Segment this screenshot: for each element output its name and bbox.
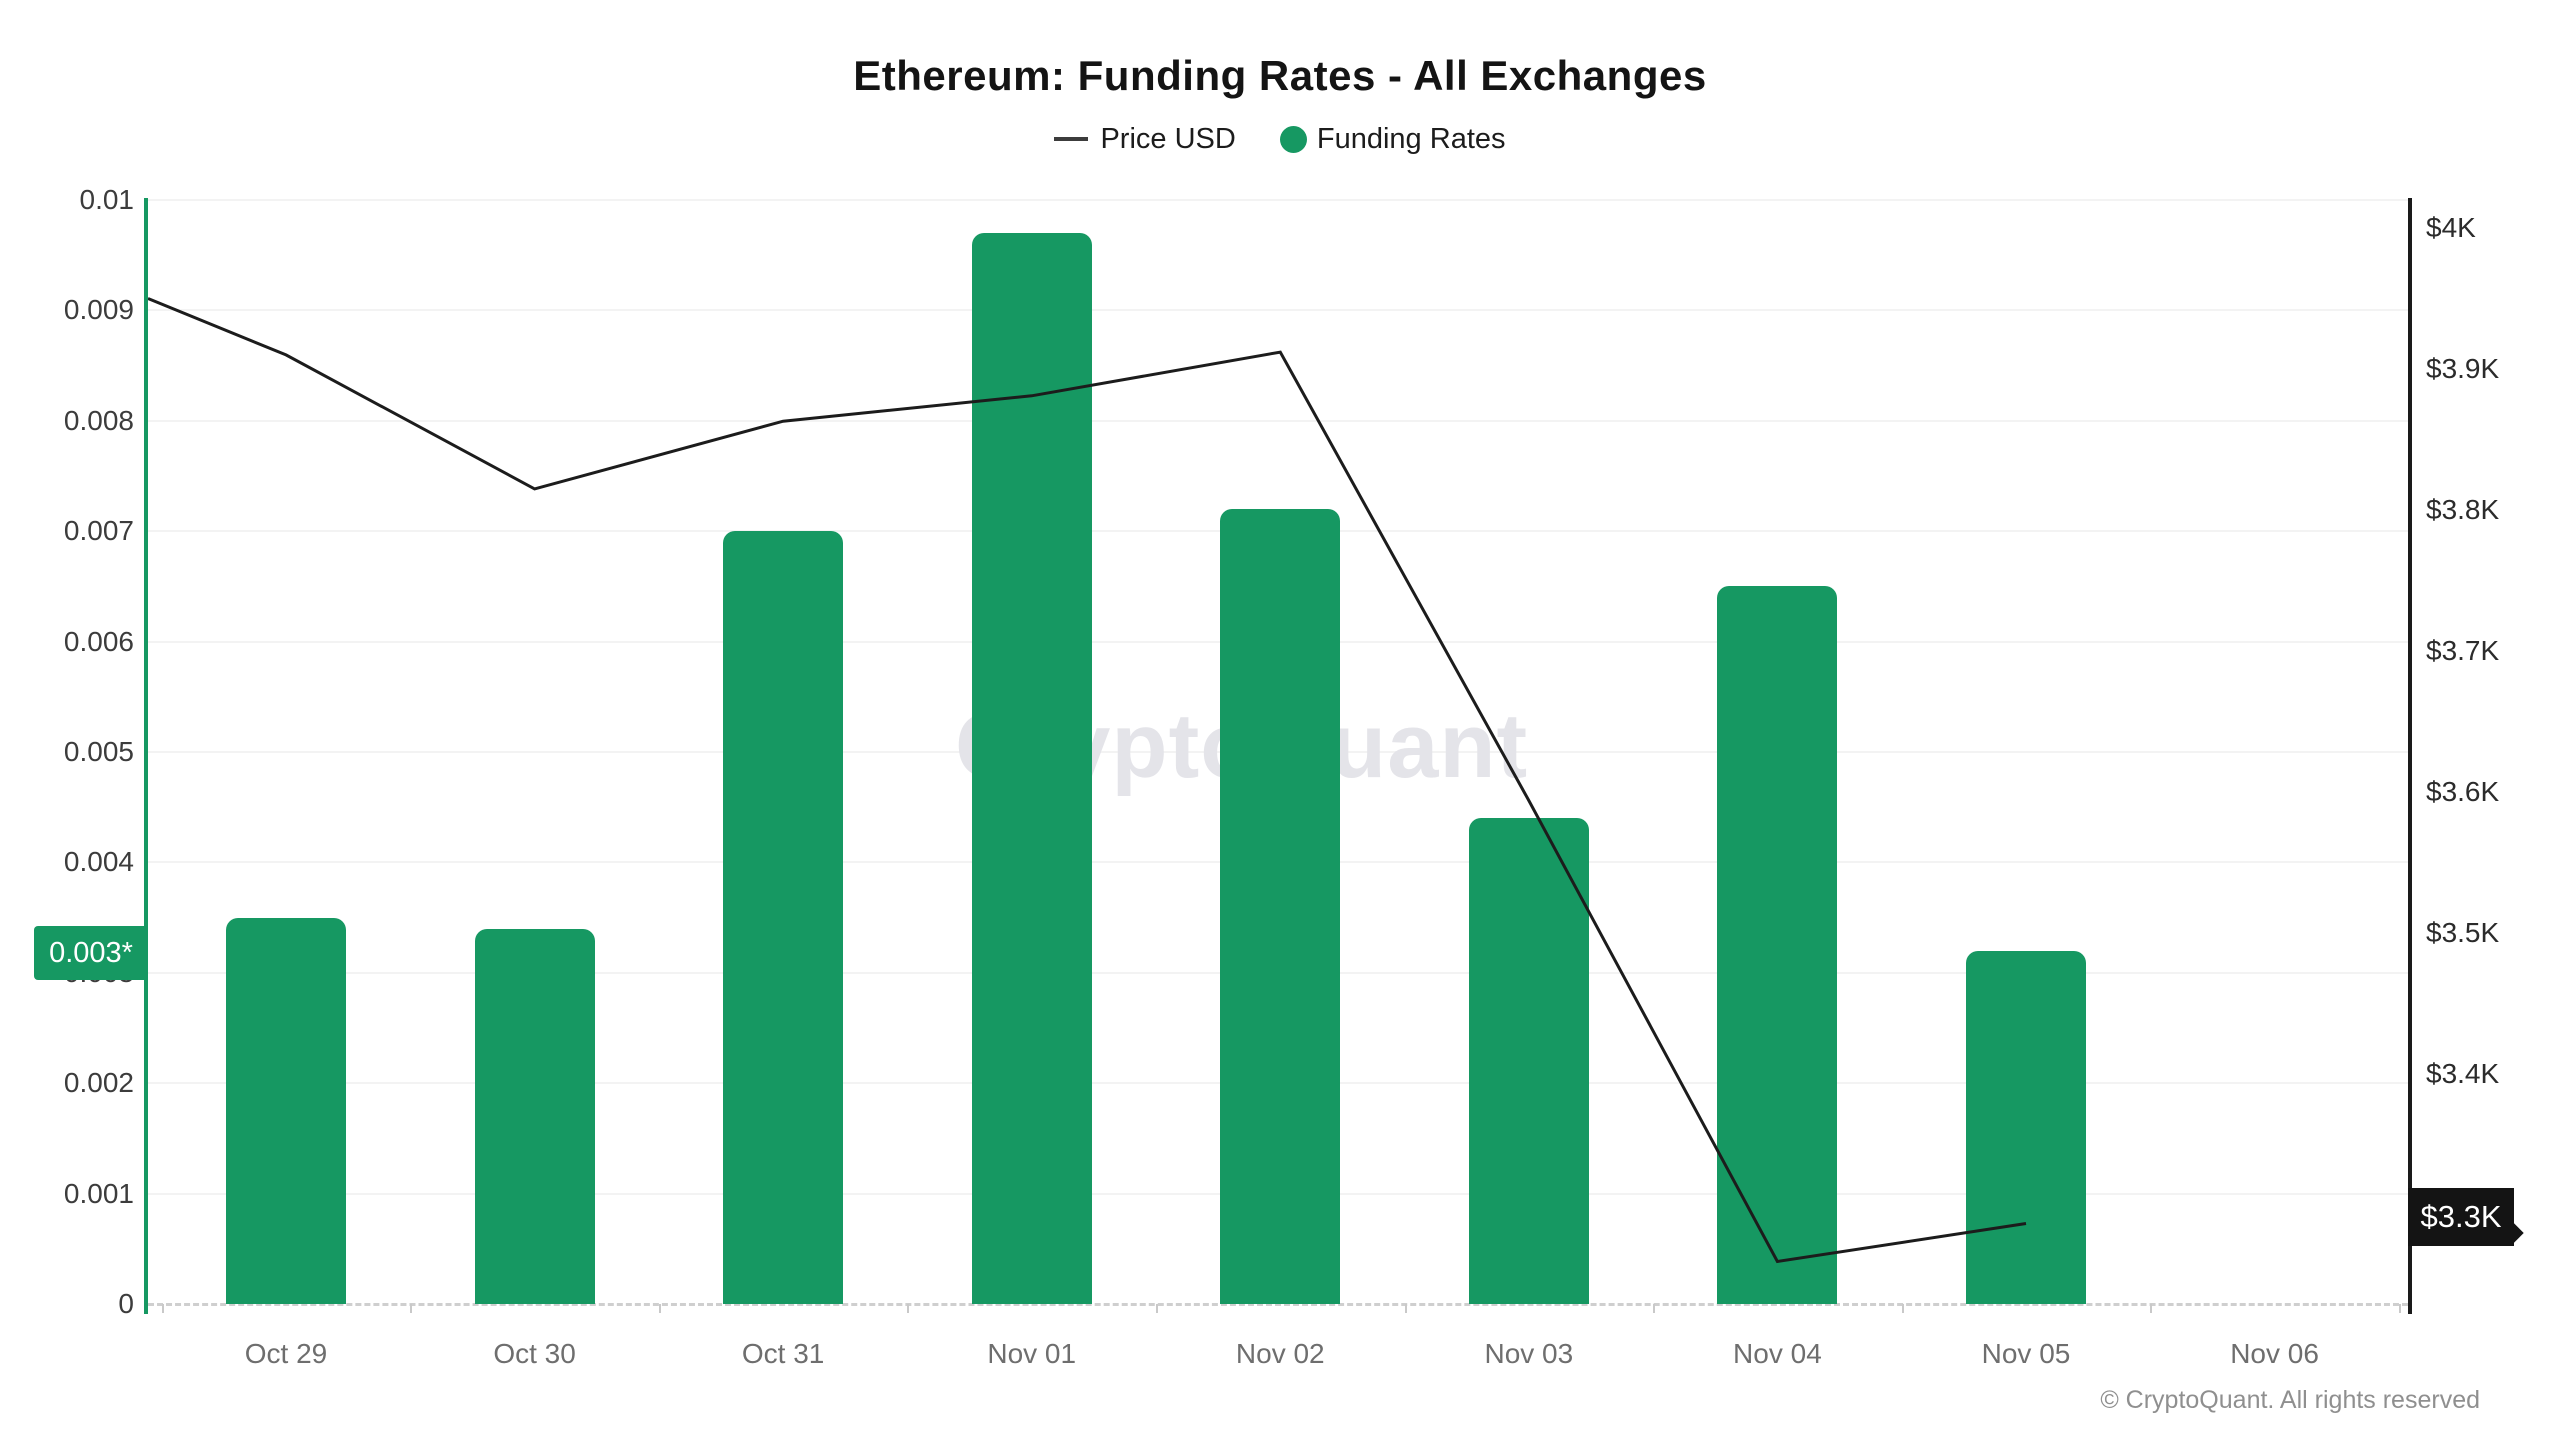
- left-tick-0.009: 0.009: [63, 294, 134, 326]
- right-tick-$4K: $4K: [2426, 212, 2476, 243]
- left-tick-0.008: 0.008: [63, 404, 134, 436]
- bar-oct-31[interactable]: [723, 531, 844, 1304]
- x-label-nov-05: Nov 05: [1981, 1338, 2071, 1369]
- bar-nov-05[interactable]: [1965, 950, 2086, 1304]
- x-axis-tick: [1404, 1304, 1407, 1313]
- legend: Price USD Funding Rates: [0, 122, 2560, 156]
- legend-price-label: Price USD: [1100, 122, 1236, 155]
- x-axis-tick: [907, 1304, 910, 1313]
- x-axis-tick: [1155, 1304, 1158, 1313]
- left-tick-0.001: 0.001: [63, 1177, 134, 1209]
- legend-item-funding[interactable]: Funding Rates: [1279, 122, 1506, 156]
- legend-item-price[interactable]: Price USD: [1054, 122, 1236, 156]
- funding-dot-swatch-icon: [1279, 125, 1307, 153]
- x-label-nov-03: Nov 03: [1484, 1338, 1574, 1369]
- x-axis-tick: [410, 1304, 413, 1313]
- x-axis-tick: [161, 1304, 164, 1313]
- bar-oct-29[interactable]: [226, 917, 346, 1304]
- bar-nov-01[interactable]: [971, 233, 1092, 1304]
- left-axis-value-badge: 0.003*: [34, 926, 148, 980]
- left-tick-0.007: 0.007: [63, 515, 134, 547]
- left-tick-0.005: 0.005: [63, 736, 134, 767]
- price-line-swatch-icon: [1054, 137, 1089, 142]
- left-axis-line: [144, 198, 148, 1314]
- right-tick-$3.9K: $3.9K: [2426, 353, 2500, 384]
- left-tick-0: 0: [118, 1288, 134, 1319]
- left-tick-0.004: 0.004: [63, 846, 134, 878]
- price-usd-line: [147, 297, 2027, 1264]
- x-axis-tick: [2150, 1304, 2153, 1313]
- legend-funding-label: Funding Rates: [1316, 122, 1506, 155]
- right-tick-$3.6K: $3.6K: [2426, 776, 2500, 807]
- bar-nov-02[interactable]: [1220, 509, 1341, 1304]
- right-tick-$3.5K: $3.5K: [2426, 917, 2500, 948]
- chart-title: Ethereum: Funding Rates - All Exchanges: [853, 52, 1707, 99]
- left-tick-0.01: 0.01: [79, 184, 135, 215]
- x-axis-tick: [658, 1304, 661, 1313]
- right-axis-value-badge: $3.3K: [2408, 1188, 2514, 1246]
- x-label-oct-30: Oct 30: [493, 1338, 576, 1369]
- gridline-0.008: [148, 419, 2408, 422]
- x-label-nov-02: Nov 02: [1235, 1338, 1325, 1369]
- x-label-nov-01: Nov 01: [987, 1338, 1077, 1369]
- left-tick-0.006: 0.006: [63, 625, 134, 657]
- gridline-0.01: [148, 199, 2408, 201]
- x-axis-zero-line: [148, 1303, 2408, 1306]
- x-label-nov-04: Nov 04: [1733, 1338, 1822, 1369]
- copyright-text: © CryptoQuant. All rights reserved: [2100, 1386, 2480, 1414]
- right-tick-$3.4K: $3.4K: [2426, 1058, 2500, 1089]
- right-axis-line: [2408, 198, 2412, 1314]
- x-label-oct-31: Oct 31: [741, 1338, 825, 1369]
- x-axis-tick: [1653, 1304, 1656, 1313]
- x-label-nov-06: Nov 06: [2230, 1338, 2319, 1369]
- bar-oct-30[interactable]: [474, 928, 595, 1304]
- left-tick-0.002: 0.002: [63, 1067, 134, 1099]
- right-tick-$3.8K: $3.8K: [2426, 494, 2500, 525]
- right-tick-$3.7K: $3.7K: [2426, 635, 2500, 666]
- x-axis-tick: [2398, 1304, 2401, 1313]
- gridline-0.009: [148, 309, 2408, 312]
- x-label-oct-29: Oct 29: [244, 1338, 328, 1369]
- x-axis-tick: [1901, 1304, 1904, 1313]
- bar-nov-03[interactable]: [1468, 818, 1589, 1304]
